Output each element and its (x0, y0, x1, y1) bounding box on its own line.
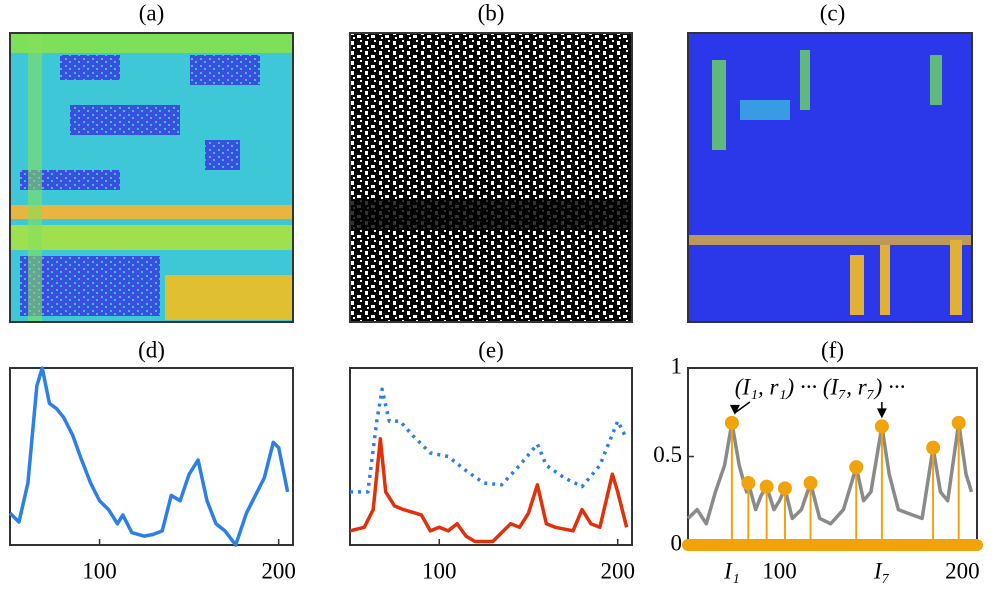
line (686, 421, 974, 526)
panel-title: (b) (478, 0, 505, 25)
panel-title: (f) (821, 337, 844, 362)
y-tick-label: 0.5 (653, 442, 682, 467)
stem-marker (777, 481, 792, 496)
arrow (734, 401, 751, 414)
image-c (687, 32, 973, 323)
stem-marker (741, 476, 756, 491)
plot-frame (9, 367, 294, 546)
x-tick-label: 200 (600, 558, 635, 583)
x-tick-label: 200 (261, 558, 296, 583)
stem-marker (759, 479, 774, 494)
x-tick-label: 200 (945, 558, 980, 583)
arrow-head (876, 408, 887, 419)
image-b (349, 32, 633, 323)
stem-marker (874, 419, 889, 434)
stem-marker (951, 415, 966, 430)
line (8, 366, 290, 547)
plot-frame (349, 367, 633, 546)
stem-marker (803, 476, 818, 491)
stem-marker (724, 415, 739, 430)
x-tick-label: 100 (422, 558, 457, 583)
x-point-label: I₇ (873, 558, 890, 583)
y-tick-label: 1 (671, 353, 683, 378)
x-point-label: I₁ (723, 558, 740, 583)
y-tick-label: 0 (671, 530, 683, 555)
panel-title: (e) (478, 337, 504, 362)
image-a (9, 32, 294, 323)
x-tick-label: 100 (762, 558, 797, 583)
line (349, 437, 629, 544)
x-tick-label: 100 (82, 558, 117, 583)
stem-marker (849, 460, 864, 475)
panel-title: (c) (820, 0, 846, 25)
stem-marker (926, 440, 941, 455)
panel-title: (d) (138, 337, 165, 362)
annotation: (I₁, r₁) ··· (I₇, r₇) ··· (735, 374, 906, 399)
panel-title: (a) (139, 0, 165, 25)
line (350, 387, 629, 494)
arrow-head (729, 404, 740, 415)
